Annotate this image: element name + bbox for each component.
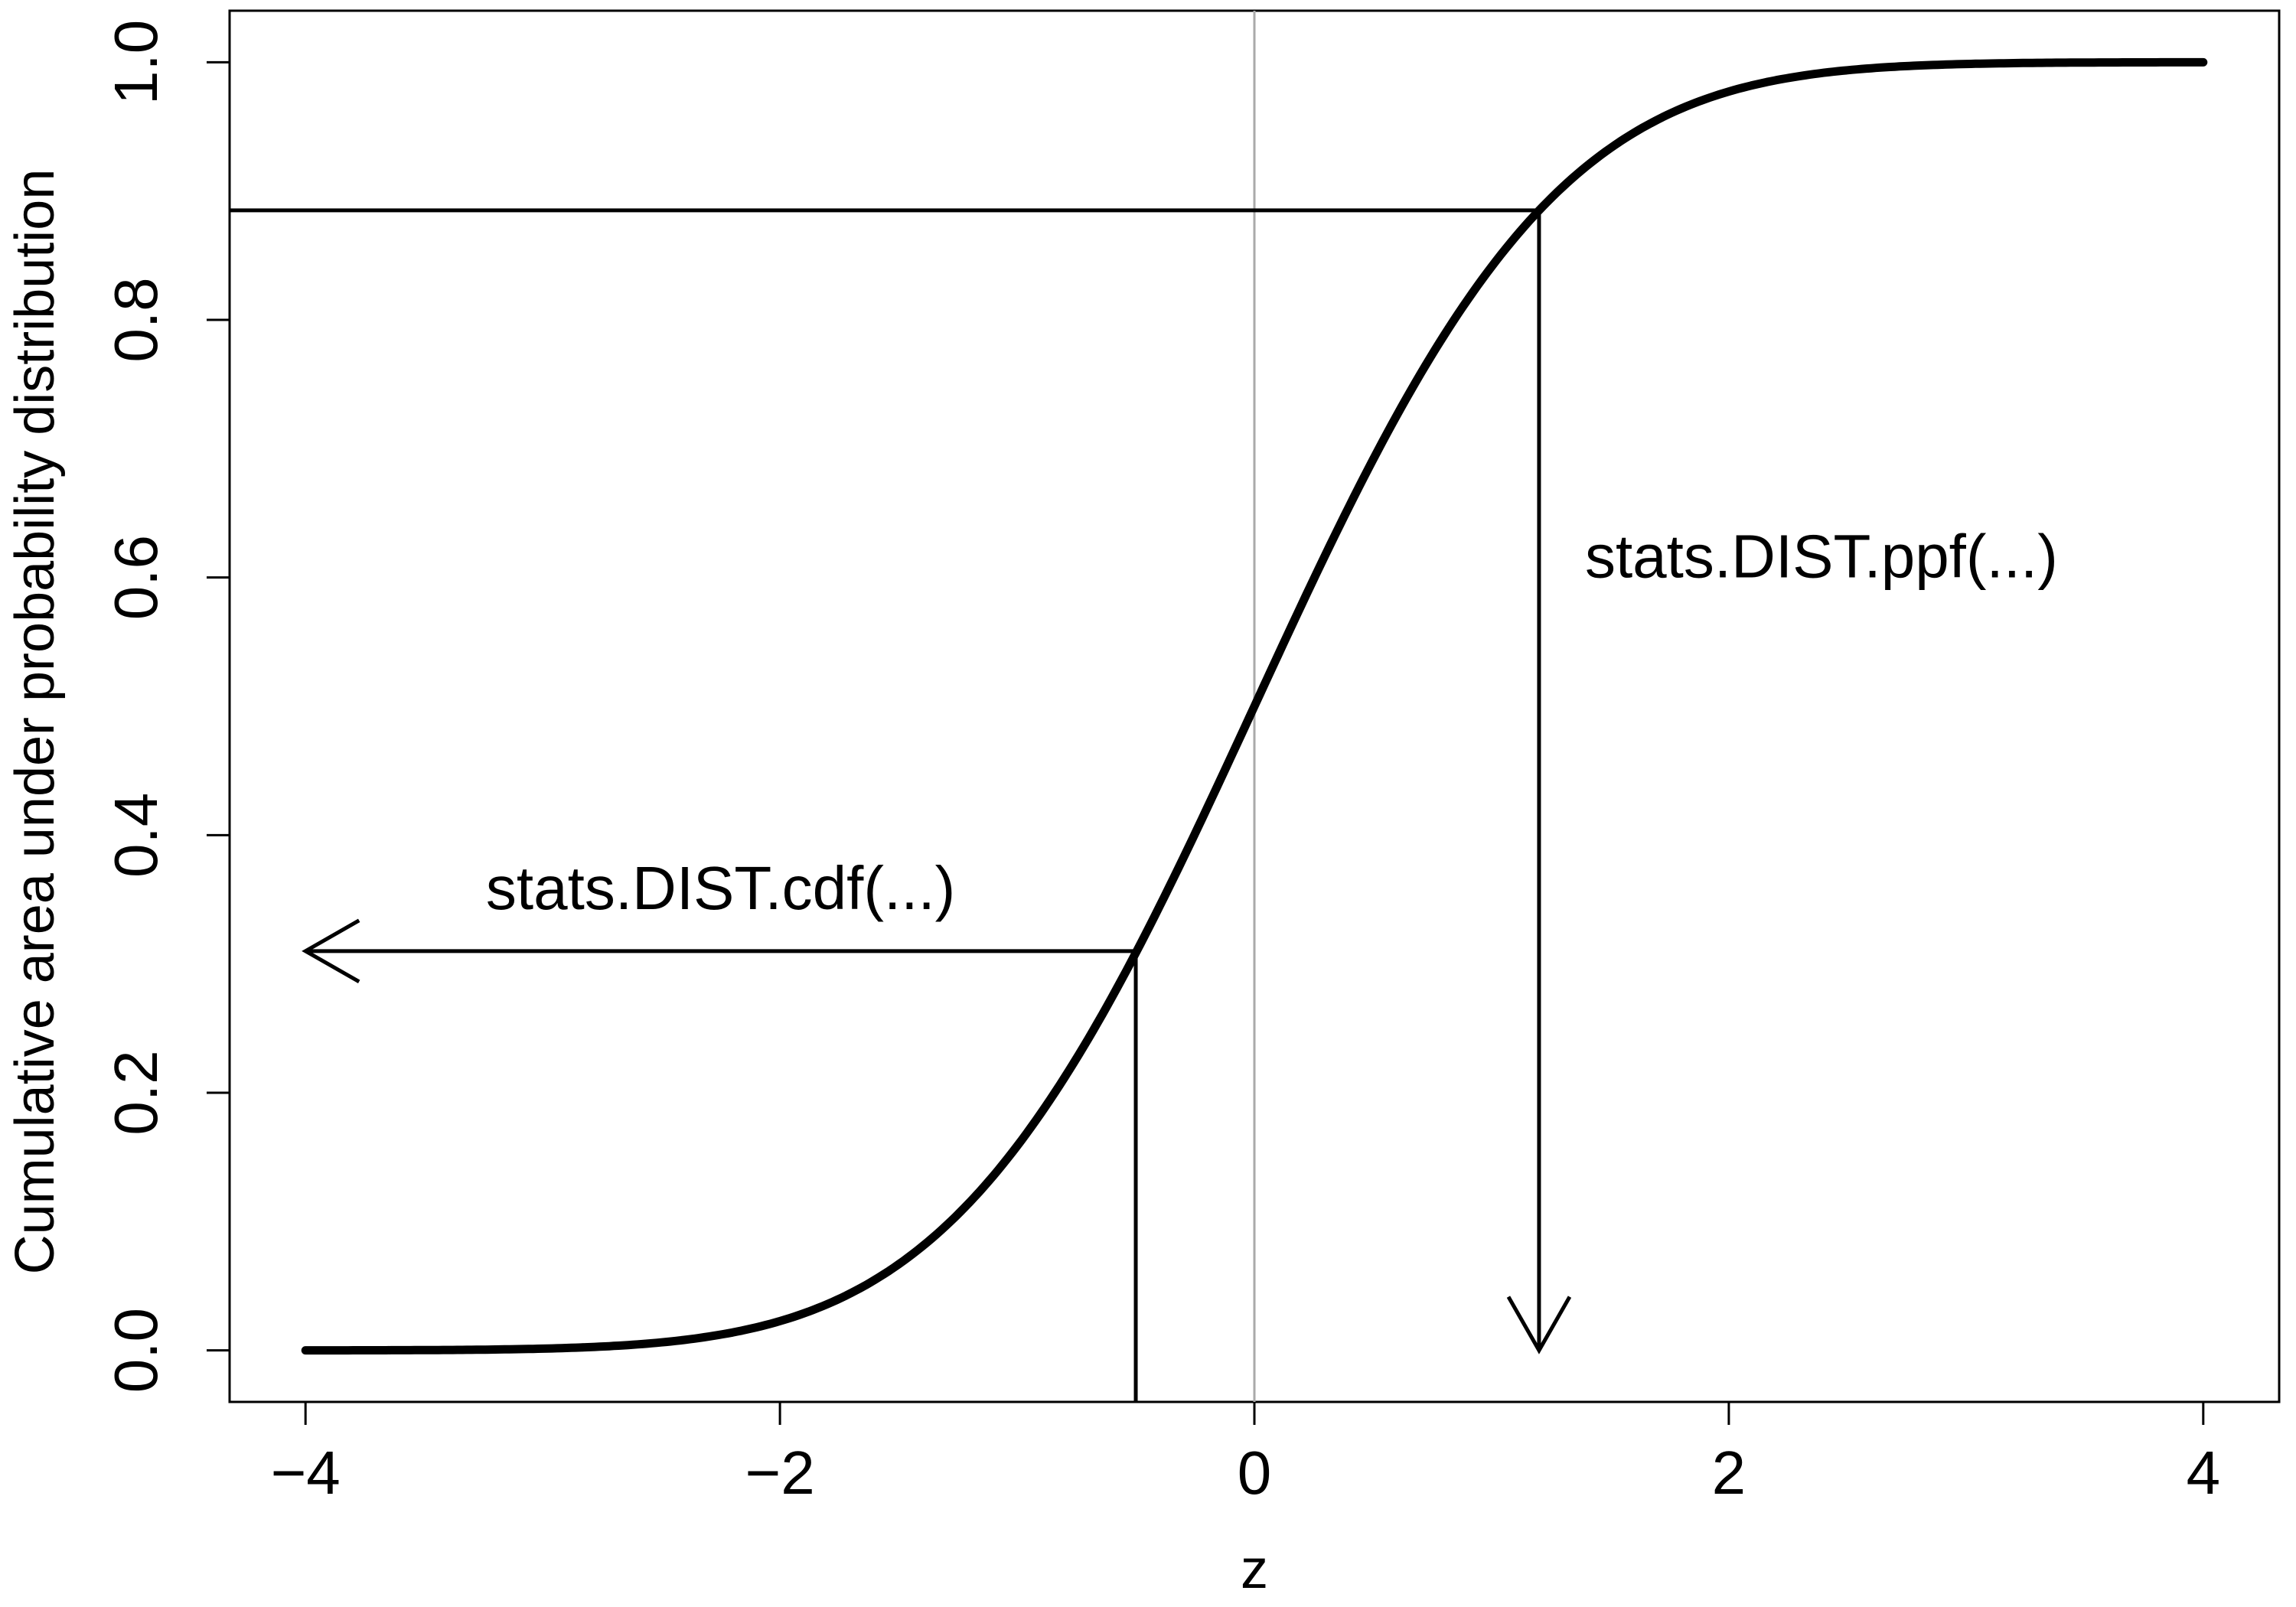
cdf-curve xyxy=(301,57,2208,1355)
y-axis: 0.0 0.2 0.4 0.6 0.8 1.0 xyxy=(102,20,230,1393)
x-tick-label: 2 xyxy=(1712,1439,1746,1507)
x-tick-label: 0 xyxy=(1238,1439,1272,1507)
x-axis: −4 −2 0 2 4 xyxy=(271,1402,2220,1507)
ppf-annotation-label: stats.DIST.ppf(...) xyxy=(1585,523,2058,591)
y-tick-label: 0.4 xyxy=(102,793,170,878)
y-tick-label: 1.0 xyxy=(102,20,170,105)
y-tick-label: 0.6 xyxy=(102,535,170,620)
y-tick-label: 0.8 xyxy=(102,277,170,362)
y-axis-title: Cumulative area under probability distri… xyxy=(5,169,66,1275)
x-axis-title: z xyxy=(1241,1539,1268,1600)
y-tick-label: 0.0 xyxy=(102,1308,170,1393)
y-tick-label: 0.2 xyxy=(102,1050,170,1135)
ppf-arrowhead xyxy=(1506,1296,1572,1354)
x-tick-label: −2 xyxy=(745,1439,814,1507)
x-tick-label: −4 xyxy=(271,1439,341,1507)
cdf-arrowhead xyxy=(302,918,360,984)
x-tick-label: 4 xyxy=(2187,1439,2221,1507)
cdf-annotation-label: stats.DIST.cdf(...) xyxy=(486,854,955,922)
